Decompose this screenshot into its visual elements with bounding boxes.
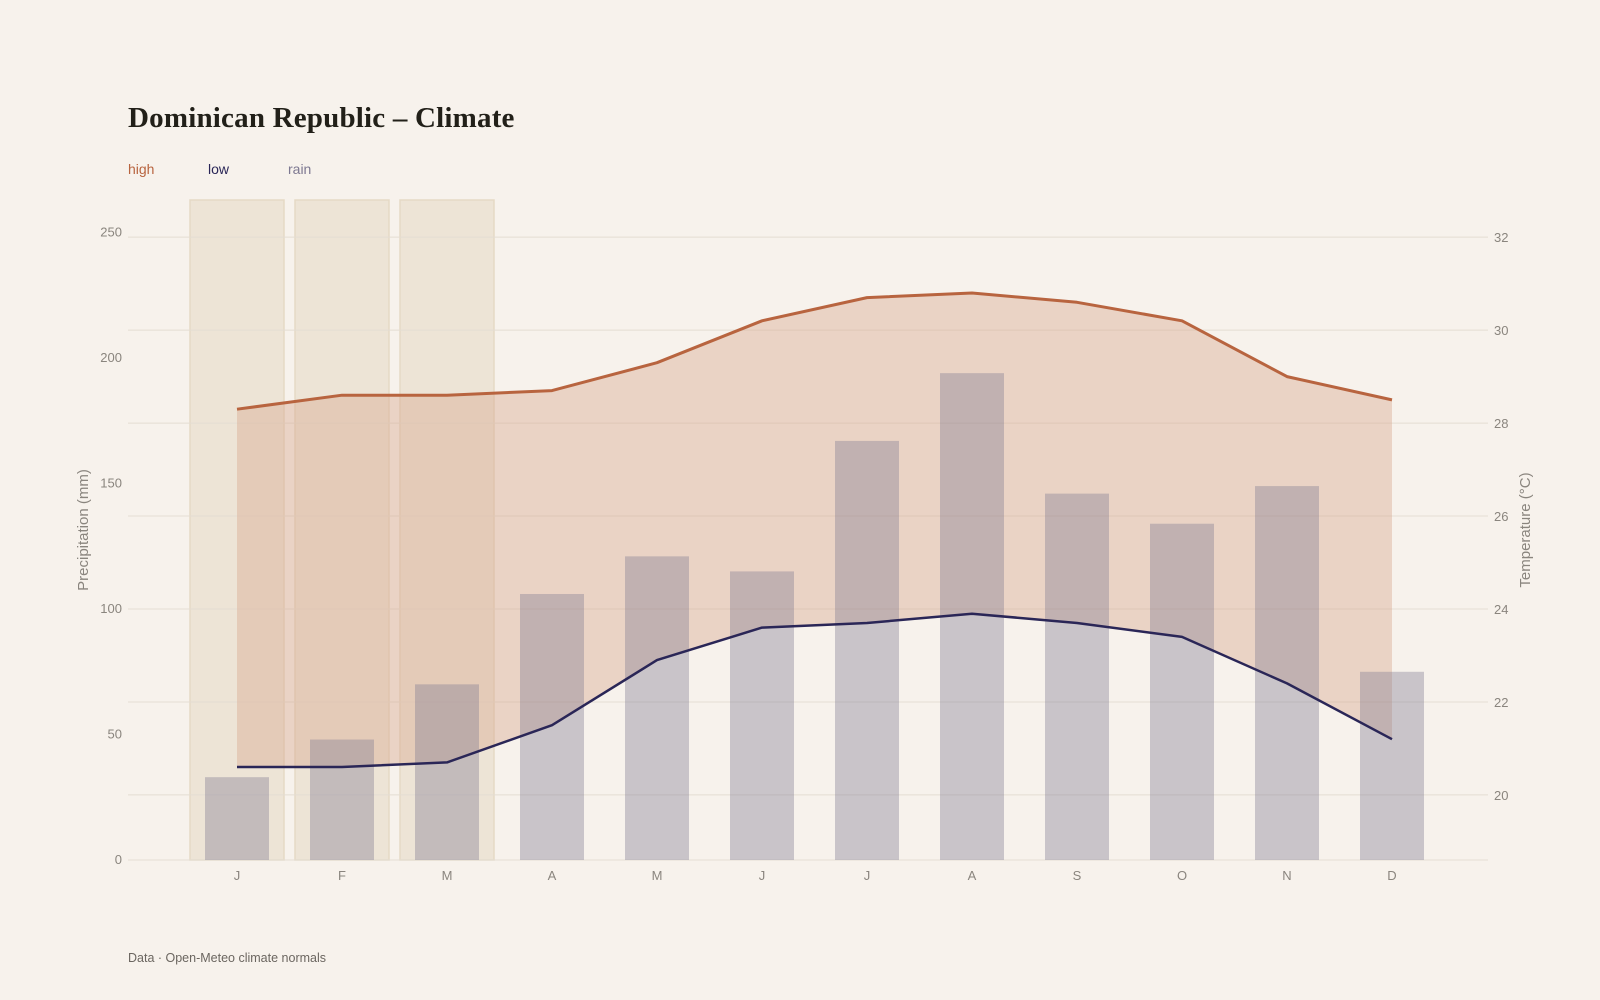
month-tick-label: J xyxy=(234,868,241,883)
month-tick-label: J xyxy=(759,868,766,883)
rain-bar xyxy=(1045,493,1109,860)
month-tick-label: S xyxy=(1073,868,1082,883)
month-tick-label: A xyxy=(968,868,977,883)
source-note: Data · Open-Meteo climate normals xyxy=(128,951,326,965)
month-tick-label: A xyxy=(548,868,557,883)
month-tick-label: M xyxy=(442,868,453,883)
right-axis-title: Temperature (°C) xyxy=(1517,472,1534,587)
rain-bar xyxy=(205,777,269,860)
legend-rain: rain xyxy=(288,161,312,177)
right-tick-label: 26 xyxy=(1494,509,1508,524)
rain-bar xyxy=(730,571,794,860)
right-tick-label: 30 xyxy=(1494,323,1508,338)
legend-high: high xyxy=(128,161,155,177)
left-axis-title: Precipitation (mm) xyxy=(75,469,92,591)
rain-bar xyxy=(310,739,374,860)
month-tick-label: F xyxy=(338,868,346,883)
month-tick-label: N xyxy=(1282,868,1291,883)
chart-title: Dominican Republic – Climate xyxy=(128,102,515,134)
rain-bar xyxy=(1150,523,1214,860)
temperature-band xyxy=(237,293,1392,767)
left-tick-label: 150 xyxy=(100,476,122,491)
month-tick-label: M xyxy=(652,868,663,883)
rain-bar xyxy=(625,556,689,860)
month-tick-label: O xyxy=(1177,868,1187,883)
right-tick-label: 22 xyxy=(1494,695,1508,710)
left-tick-label: 200 xyxy=(100,350,122,365)
left-tick-label: 50 xyxy=(108,727,122,742)
low-line xyxy=(237,612,1393,769)
left-tick-label: 0 xyxy=(115,852,122,867)
legend-low: low xyxy=(208,161,230,177)
rain-bar xyxy=(835,440,899,860)
month-tick-label: D xyxy=(1387,868,1396,883)
rain-bar xyxy=(1360,671,1424,860)
highlight-column xyxy=(294,199,390,861)
left-tick-label: 100 xyxy=(100,601,122,616)
right-tick-label: 24 xyxy=(1494,602,1508,617)
rain-bar xyxy=(415,684,479,860)
right-tick-label: 20 xyxy=(1494,788,1508,803)
right-tick-label: 32 xyxy=(1494,230,1508,245)
left-tick-label: 250 xyxy=(100,225,122,240)
rain-bar xyxy=(520,593,584,860)
highlight-column xyxy=(189,199,285,861)
high-line xyxy=(236,291,1393,411)
right-tick-label: 28 xyxy=(1494,416,1508,431)
month-tick-label: J xyxy=(864,868,871,883)
